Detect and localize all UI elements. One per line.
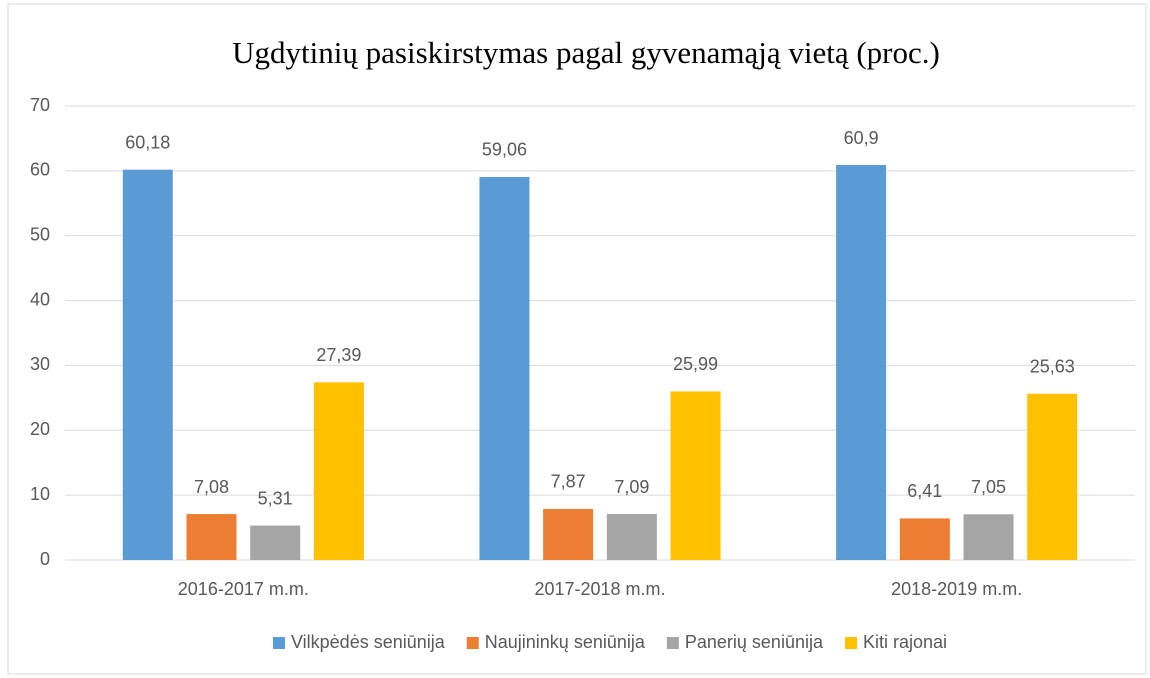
chart-title: Ugdytinių pasiskirstymas pagal gyvenamąj… [232, 35, 940, 70]
legend-label: Kiti rajonai [863, 632, 947, 652]
x-tick-label: 2018-2019 m.m. [891, 579, 1022, 599]
bar [606, 514, 657, 560]
data-label: 5,31 [258, 488, 293, 508]
data-label: 60,9 [844, 128, 879, 148]
data-label: 25,63 [1030, 357, 1075, 377]
legend-label: Naujininkų seniūnija [485, 632, 646, 652]
y-tick-label: 70 [30, 95, 50, 115]
data-label: 7,05 [971, 477, 1006, 497]
x-tick-label: 2016-2017 m.m. [178, 579, 309, 599]
legend-swatch [666, 637, 679, 649]
y-tick-label: 50 [30, 224, 50, 244]
y-tick-label: 10 [30, 484, 50, 504]
legend-swatch [844, 637, 857, 649]
bar [479, 176, 530, 560]
bar [899, 518, 950, 560]
y-tick-label: 40 [30, 289, 50, 309]
y-tick-label: 30 [30, 354, 50, 374]
data-label: 7,08 [194, 477, 229, 497]
data-label: 7,87 [551, 472, 586, 492]
bar [670, 391, 721, 560]
data-label: 25,99 [673, 354, 718, 374]
data-label: 60,18 [125, 132, 170, 152]
y-tick-label: 20 [30, 419, 50, 439]
bar [122, 169, 173, 561]
x-tick-label: 2017-2018 m.m. [534, 579, 665, 599]
data-label: 27,39 [316, 345, 361, 365]
bar [543, 508, 594, 560]
data-label: 7,09 [614, 477, 649, 497]
data-label: 59,06 [482, 140, 527, 160]
legend-label: Vilkpėdės seniūnija [291, 632, 446, 652]
data-label: 6,41 [907, 481, 942, 501]
bar [186, 514, 237, 560]
y-tick-label: 60 [30, 160, 50, 180]
bar [313, 382, 364, 560]
legend-swatch [272, 637, 285, 649]
bar [250, 525, 301, 560]
y-tick-label: 0 [40, 549, 50, 569]
chart-frame [7, 3, 1147, 675]
bar [963, 514, 1014, 560]
legend-label: Panerių seniūnija [685, 632, 824, 652]
legend-swatch [466, 637, 479, 649]
bar [836, 165, 887, 560]
bar [1027, 393, 1078, 560]
